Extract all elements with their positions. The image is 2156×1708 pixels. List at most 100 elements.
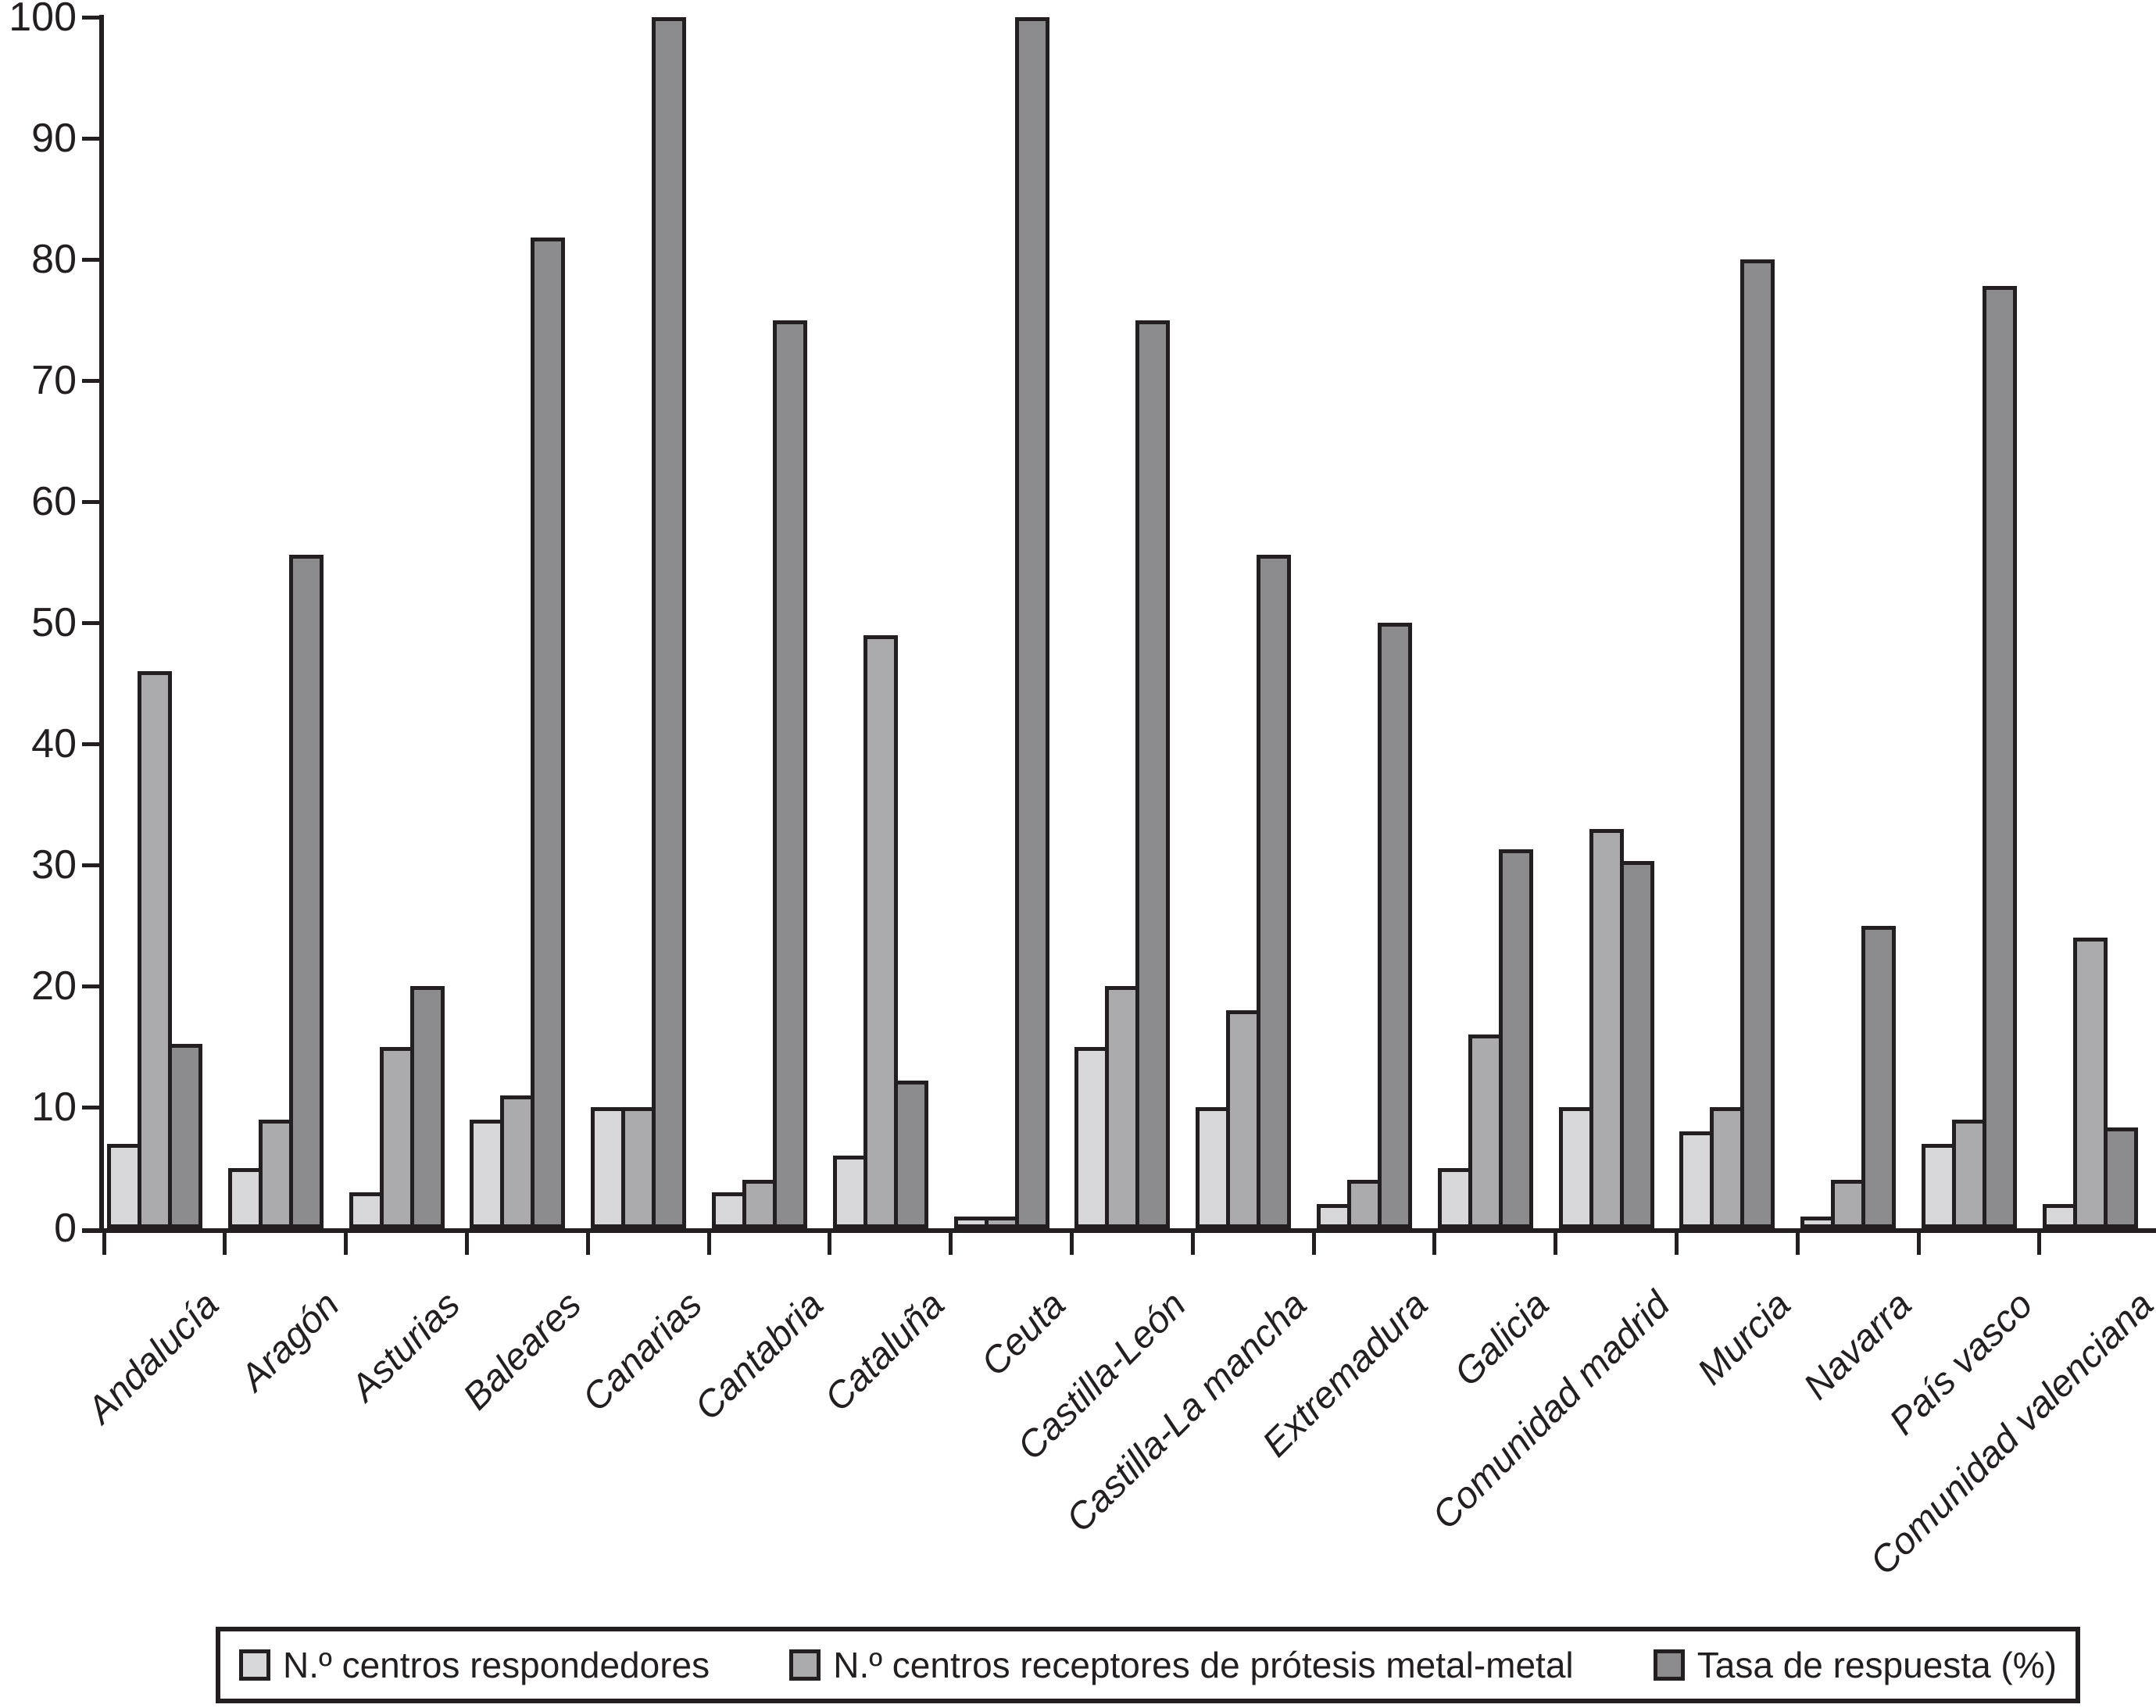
x-axis-tick (1674, 1233, 1679, 1255)
x-axis-category-label: Aragón (232, 1284, 348, 1399)
y-axis-tick-label: 50 (31, 600, 77, 645)
bar-receptores-17 (2072, 938, 2108, 1228)
x-axis-category-label: Comunidad madrid (1425, 1284, 1679, 1538)
x-axis-category-label: Ceuta (973, 1284, 1074, 1385)
x-axis-tick (828, 1233, 832, 1255)
y-axis-tick-label: 40 (31, 721, 77, 766)
x-axis-tick (1069, 1233, 1074, 1255)
bar-tasa-9 (1135, 320, 1171, 1228)
bar-receptores-14 (1710, 1107, 1745, 1228)
bar-respondedores-5 (591, 1107, 626, 1228)
y-axis-tick-label: 0 (54, 1206, 77, 1251)
bar-respondedores-14 (1679, 1131, 1714, 1228)
x-axis-tick (102, 1233, 106, 1255)
bar-receptores-9 (1105, 986, 1140, 1228)
bar-tasa-13 (1619, 861, 1654, 1228)
bar-receptores-16 (1952, 1119, 1986, 1228)
bar-tasa-7 (893, 1080, 928, 1228)
x-axis-category-label: Andalucía (79, 1284, 227, 1431)
x-axis-tick (1190, 1233, 1195, 1255)
legend-swatch-tasa (1653, 1649, 1685, 1681)
legend-swatch-receptores (789, 1649, 821, 1681)
bar-tasa-2 (288, 555, 324, 1228)
bar-respondedores-3 (349, 1192, 384, 1228)
y-axis-tick (82, 16, 104, 20)
x-axis-tick (1795, 1233, 1800, 1255)
bar-tasa-17 (2103, 1127, 2138, 1228)
bar-tasa-8 (1014, 17, 1049, 1228)
bar-receptores-2 (258, 1119, 293, 1228)
legend-item-tasa: Tasa de respuesta (%) (1653, 1645, 2057, 1685)
y-axis-tick-label: 90 (31, 116, 77, 161)
x-axis-tick (706, 1233, 711, 1255)
bar-receptores-3 (379, 1046, 414, 1228)
bar-receptores-13 (1589, 828, 1624, 1228)
y-axis-tick (82, 984, 104, 988)
legend-item-receptores: N.º centros receptores de prótesis metal… (789, 1645, 1574, 1685)
x-axis-tick (344, 1233, 349, 1255)
bar-respondedores-10 (1196, 1107, 1231, 1228)
bar-receptores-4 (500, 1095, 535, 1228)
bar-tasa-12 (1498, 849, 1533, 1228)
y-axis-tick (82, 137, 104, 141)
bar-respondedores-11 (1317, 1204, 1351, 1228)
y-axis-tick (82, 621, 104, 625)
bar-receptores-7 (863, 634, 898, 1228)
x-axis-tick (1916, 1233, 1921, 1255)
x-axis-tick (2037, 1233, 2042, 1255)
bar-tasa-15 (1861, 925, 1897, 1228)
y-axis-tick-label: 20 (31, 963, 77, 1009)
bar-receptores-6 (742, 1180, 777, 1228)
x-axis-tick (1554, 1233, 1558, 1255)
bar-respondedores-12 (1437, 1167, 1472, 1228)
x-axis-category-label: Cantabria (687, 1284, 831, 1428)
bar-receptores-15 (1831, 1180, 1866, 1228)
bar-respondedores-16 (1922, 1143, 1956, 1228)
bar-respondedores-13 (1558, 1107, 1593, 1228)
x-axis-tick (1432, 1233, 1437, 1255)
bar-tasa-3 (409, 986, 445, 1228)
x-axis-category-label: Cataluña (817, 1284, 953, 1420)
y-axis-tick-label: 70 (31, 358, 77, 403)
y-axis-tick-label: 30 (31, 842, 77, 888)
bar-respondedores-15 (1800, 1216, 1836, 1228)
bar-tasa-5 (652, 17, 687, 1228)
legend-label-tasa: Tasa de respuesta (%) (1697, 1645, 2057, 1685)
bar-receptores-10 (1226, 1010, 1261, 1228)
y-axis-tick (82, 1106, 104, 1109)
y-axis-tick-label: 80 (31, 237, 77, 282)
bar-respondedores-4 (470, 1119, 505, 1228)
y-axis-tick (82, 742, 104, 746)
x-axis-tick (464, 1233, 469, 1255)
x-axis-tick (585, 1233, 590, 1255)
bar-respondedores-2 (227, 1167, 263, 1228)
bar-receptores-5 (621, 1107, 656, 1228)
y-axis-tick (82, 863, 104, 867)
y-axis-tick (82, 258, 104, 262)
bar-receptores-11 (1347, 1180, 1382, 1228)
bar-respondedores-7 (832, 1156, 867, 1228)
x-axis-category-label: Baleares (455, 1284, 590, 1418)
x-axis-tick (949, 1233, 953, 1255)
x-axis-category-label: Asturias (343, 1284, 469, 1410)
bar-receptores-1 (138, 671, 172, 1228)
bar-respondedores-8 (953, 1216, 989, 1228)
bar-respondedores-6 (712, 1192, 746, 1228)
bar-respondedores-9 (1074, 1046, 1110, 1228)
bar-tasa-16 (1983, 286, 2017, 1228)
x-axis-tick (223, 1233, 227, 1255)
legend-label-respondedores: N.º centros respondedores (283, 1645, 710, 1685)
bar-respondedores-17 (2042, 1204, 2077, 1228)
legend-swatch-respondedores (239, 1649, 270, 1681)
legend: N.º centros respondedores N.º centros re… (216, 1627, 2080, 1703)
y-axis-tick-label: 100 (9, 0, 77, 40)
legend-item-respondedores: N.º centros respondedores (239, 1645, 710, 1685)
x-axis-category-label: Navarra (1796, 1284, 1920, 1408)
bar-tasa-4 (531, 238, 566, 1228)
legend-label-receptores: N.º centros receptores de prótesis metal… (833, 1645, 1574, 1685)
bar-tasa-1 (168, 1044, 202, 1228)
bar-receptores-12 (1468, 1034, 1503, 1228)
bar-tasa-11 (1378, 623, 1412, 1228)
bar-tasa-6 (773, 320, 807, 1228)
